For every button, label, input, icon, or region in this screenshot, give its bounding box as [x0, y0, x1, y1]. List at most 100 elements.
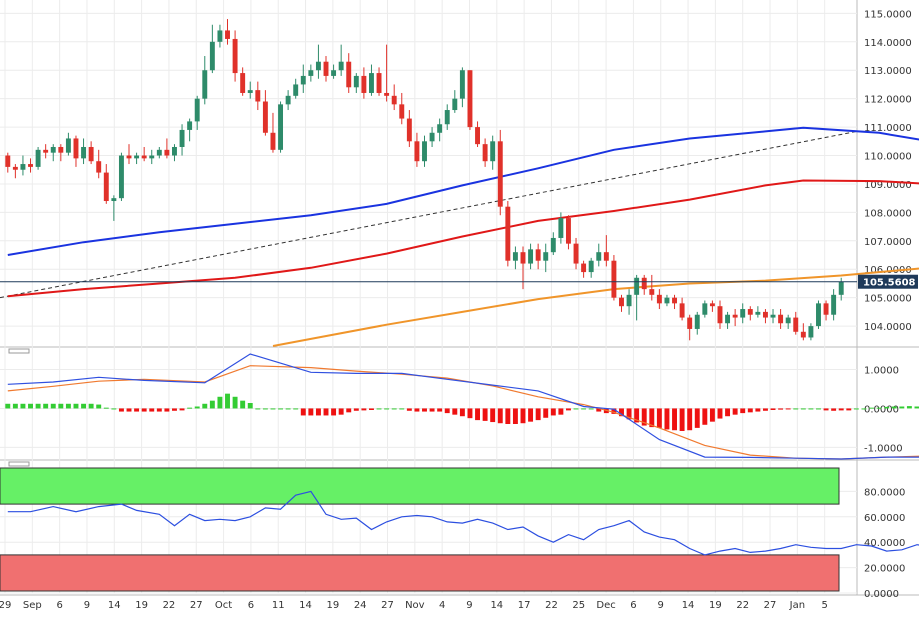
rsi-oversold-zone [0, 554, 840, 592]
macd-histogram-bar [126, 408, 132, 412]
candle-body [558, 218, 564, 238]
rsi-y-tick-label: 20.0000 [864, 564, 905, 575]
macd-histogram-bar [664, 408, 670, 430]
candle-body [308, 70, 314, 76]
macd-histogram-bar [353, 408, 359, 411]
candle-body [641, 277, 647, 290]
macd-histogram-bar [838, 408, 844, 411]
macd-histogram-bar [118, 408, 124, 412]
candle-body [353, 75, 359, 88]
x-tick-label: 19 [709, 600, 722, 611]
macd-histogram-bar [588, 408, 594, 410]
macd-histogram-bar [725, 408, 731, 417]
candle-body [240, 73, 246, 93]
candle-body [103, 172, 109, 202]
macd-histogram-bar [331, 408, 337, 416]
candle-body [550, 237, 556, 253]
candle-body [73, 138, 79, 159]
candle-body [444, 110, 450, 125]
x-tick-label: 19 [135, 600, 148, 611]
macd-histogram-bar [709, 408, 715, 422]
candle-body [422, 141, 427, 162]
x-tick-label: Jan [789, 600, 805, 611]
x-tick-label: 4 [439, 600, 445, 611]
x-tick-label: 14 [682, 600, 695, 611]
price-y-tick-label: 114.0000 [864, 38, 912, 49]
price-y-tick-label: 110.0000 [864, 152, 912, 163]
macd-histogram-bar [565, 408, 571, 411]
candle-body [619, 297, 624, 307]
macd-histogram-bar [543, 408, 549, 418]
macd-histogram-bar [429, 408, 435, 412]
price-y-tick-label: 113.0000 [864, 66, 912, 77]
macd-signal-line [7, 365, 919, 460]
x-tick-label: 14 [108, 600, 121, 611]
rsi-y-tick-label: 80.0000 [864, 487, 905, 498]
macd-histogram-bar [43, 403, 49, 409]
candle-body [255, 90, 261, 102]
macd-histogram-bar [732, 408, 738, 415]
panel-resize-handle [8, 348, 30, 354]
macd-histogram-bar [20, 403, 26, 409]
candle-body [293, 84, 299, 96]
macd-histogram-bar [694, 408, 700, 428]
candle-body [467, 70, 473, 128]
macd-histogram-bar [596, 408, 602, 412]
candle-body [338, 61, 344, 71]
rsi-line [7, 490, 919, 556]
macd-histogram-bar [899, 406, 905, 409]
macd-histogram-bar [853, 408, 859, 410]
macd-histogram-bar [315, 408, 321, 416]
macd-histogram-bar [103, 407, 109, 409]
candle-body [247, 90, 253, 93]
candle-body [406, 118, 412, 142]
macd-histogram-bar [619, 408, 624, 417]
x-tick-label: 22 [163, 600, 176, 611]
macd-histogram-bar [914, 406, 919, 409]
macd-histogram-bar [831, 408, 837, 411]
price-y-tick-label: 104.0000 [864, 322, 912, 333]
macd-histogram-bar [467, 408, 473, 419]
candle-body [50, 146, 56, 153]
price-y-tick-label: 109.0000 [864, 180, 912, 191]
macd-histogram-bar [179, 408, 185, 411]
candle-body [664, 297, 670, 304]
macd-histogram-bar [793, 408, 799, 410]
macd-histogram-bar [808, 408, 814, 410]
candle-body [770, 314, 776, 318]
macd-histogram-bar [376, 408, 382, 410]
macd-histogram-bar [755, 408, 761, 412]
candle-body [740, 309, 746, 318]
candle-body [118, 155, 124, 199]
candle-body [573, 243, 579, 264]
macd-histogram-bar [505, 408, 511, 424]
macd-histogram-bar [891, 406, 897, 409]
macd-histogram-bar [361, 408, 367, 411]
macd-histogram-bar [800, 408, 806, 410]
macd-histogram-bar [217, 396, 223, 409]
candle-body [429, 132, 435, 142]
macd-histogram-bar [414, 408, 420, 412]
candle-body [270, 132, 276, 150]
macd-histogram-bar [338, 408, 344, 415]
macd-histogram-bar [111, 408, 117, 410]
macd-histogram-bar [399, 408, 405, 410]
macd-histogram-bar [81, 403, 87, 409]
macd-histogram-bar [512, 408, 518, 424]
macd-histogram-bar [770, 408, 776, 410]
macd-histogram-bar [482, 408, 488, 421]
macd-histogram-bar [73, 403, 79, 409]
candle-body [656, 294, 662, 304]
x-tick-label: 6 [56, 600, 62, 611]
x-tick-label: 27 [381, 600, 394, 611]
macd-histogram-bar [391, 408, 397, 410]
candle-body [755, 311, 761, 315]
candle-body [725, 314, 731, 324]
macd-histogram-bar [293, 408, 299, 410]
rsi-y-tick-label: 60.0000 [864, 513, 905, 524]
x-tick-label: 9 [84, 600, 90, 611]
candle-body [490, 141, 496, 162]
candle-body [838, 281, 844, 295]
candle-body [732, 314, 738, 318]
macd-histogram-bar [225, 393, 230, 409]
